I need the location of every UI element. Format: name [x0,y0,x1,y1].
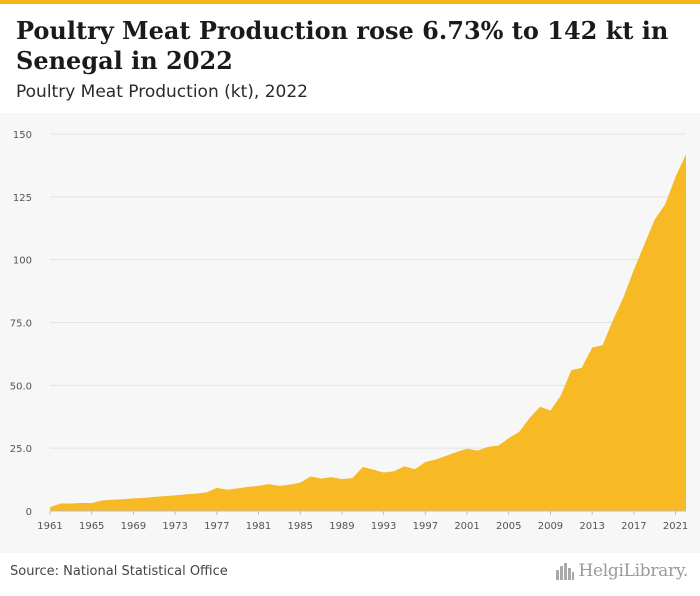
data-point-1975 [194,492,197,495]
data-point-1977 [215,486,218,489]
x-tick-label: 1961 [37,521,62,532]
x-tick-label: 1973 [162,521,187,532]
data-point-1987 [320,477,323,480]
data-point-1981 [257,484,260,487]
data-point-1997 [424,460,427,463]
y-tick-label: 125 [13,193,32,204]
data-point-2017 [632,268,635,271]
data-point-2008 [539,405,542,408]
chart-footer: Source: National Statistical Office Helg… [0,553,700,596]
x-tick-label: 2017 [621,521,646,532]
source-note: Source: National Statistical Office [10,564,228,579]
x-tick-label: 2005 [496,521,521,532]
y-tick-label: 0 [26,507,32,518]
x-tick-label: 1977 [204,521,229,532]
data-point-2013 [591,346,594,349]
area-series [49,153,688,512]
data-point-1969 [132,497,135,500]
x-tick-label: 1969 [121,521,146,532]
helgi-library-logo[interactable]: HelgiLibrary. [555,561,689,581]
x-tick-label: 1993 [371,521,396,532]
x-tick-label: 1985 [288,521,313,532]
data-point-2004 [497,444,500,447]
x-tick-label: 2013 [579,521,604,532]
data-point-2016 [622,296,625,299]
data-point-1992 [372,468,375,471]
chart-title: Poultry Meat Production rose 6.73% to 14… [16,16,669,75]
data-point-2001 [466,447,469,450]
data-point-1962 [59,502,62,505]
data-point-1970 [142,496,145,499]
data-point-1968 [121,498,124,501]
data-point-2019 [653,218,656,221]
y-tick-label: 25.0 [10,444,32,455]
data-point-2015 [612,318,615,321]
data-point-2000 [455,450,458,453]
data-point-1985 [299,481,302,484]
x-tick-label: 1965 [79,521,104,532]
data-point-1973 [174,494,177,497]
data-point-1964 [80,501,83,504]
chart-panel: 0 25.0 50.0 75.0 100 125 150 1961 1965 1969 1973 19… [0,113,700,553]
data-point-1983 [278,484,281,487]
x-tick-label: 1981 [246,521,271,532]
data-point-1966 [101,499,104,502]
data-point-1976 [205,491,208,494]
area-chart: 0 25.0 50.0 75.0 100 125 150 1961 1965 1969 1973 19… [10,130,689,532]
data-point-1990 [351,477,354,480]
data-point-1979 [236,487,239,490]
data-point-1996 [413,468,416,471]
y-tick-label: 100 [13,256,32,267]
data-point-1998 [434,458,437,461]
data-point-1999 [445,454,448,457]
data-point-1971 [153,495,156,498]
y-tick-label: 75.0 [10,319,32,330]
data-point-1965 [90,501,93,504]
x-tick-label: 1997 [413,521,438,532]
x-tick-label: 2009 [538,521,563,532]
data-point-2014 [601,344,604,347]
data-point-1961 [49,506,52,509]
data-point-1993 [382,471,385,474]
data-point-1989 [340,478,343,481]
chart-subtitle: Poultry Meat Production (kt), 2022 [16,82,308,102]
x-tick-label: 2001 [454,521,479,532]
accent-bar [0,0,700,4]
data-point-2009 [549,409,552,412]
data-point-1986 [309,475,312,478]
data-point-2006 [518,430,521,433]
y-tick-label: 150 [13,130,32,141]
data-point-1963 [69,502,72,505]
area-series-poultry [50,154,686,512]
data-point-2011 [570,369,573,372]
data-point-1982 [267,483,270,486]
x-tick-label: 1989 [329,521,354,532]
data-point-1995 [403,465,406,468]
data-point-2003 [486,445,489,448]
y-tick-label: 50.0 [10,381,32,392]
data-point-1974 [184,493,187,496]
data-point-1980 [247,485,250,488]
data-point-2020 [664,203,667,206]
data-point-2018 [643,243,646,246]
chart-header: Poultry Meat Production rose 6.73% to 14… [0,4,700,112]
data-point-2012 [580,366,583,369]
logo-text: HelgiLibrary. [578,561,689,581]
data-point-1991 [361,466,364,469]
data-point-1972 [163,495,166,498]
data-point-1994 [393,470,396,473]
data-point-1984 [288,483,291,486]
x-tick-label: 2021 [663,521,688,532]
data-point-2021 [674,175,677,178]
data-point-2022 [685,153,688,156]
data-point-2005 [507,437,510,440]
data-point-2010 [559,394,562,397]
axis-layer: 0 25.0 50.0 75.0 100 125 150 1961 1965 1969 1973 19… [10,130,689,532]
data-point-2007 [528,417,531,420]
data-point-1988 [330,476,333,479]
skyline-icon [555,563,574,580]
data-point-1967 [111,498,114,501]
data-point-1978 [226,488,229,491]
data-point-2002 [476,449,479,452]
